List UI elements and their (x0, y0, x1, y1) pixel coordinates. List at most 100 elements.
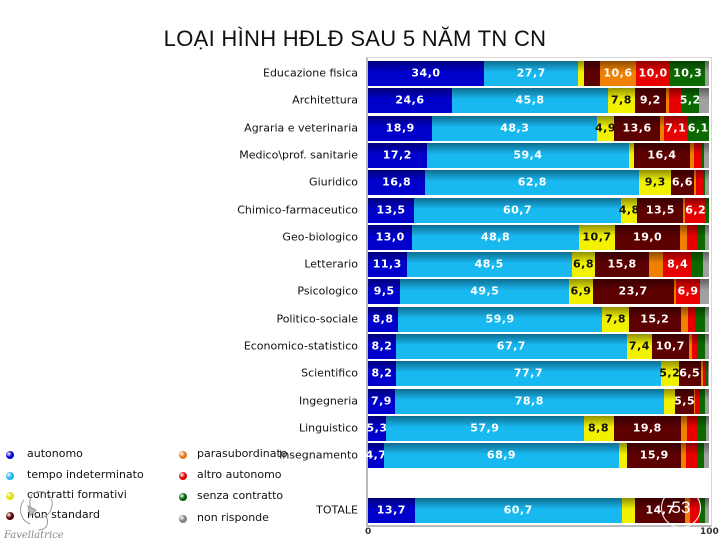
bar-segment-autonomo: 8,2 (368, 333, 396, 359)
bar-segment-tempo-indeterminato: 57,9 (386, 415, 584, 441)
bar-segment-contratti-formativi: 6,9 (569, 278, 593, 304)
bar-segment-parasubordinato (688, 333, 692, 359)
bar-segment-contratti-formativi (663, 388, 676, 414)
data-label: 5,2 (679, 93, 701, 107)
bar-segment-autonomo: 13,7 (368, 497, 415, 523)
bar-segment-parasubordinato (700, 360, 703, 386)
bar-segment-autonomo: 17,2 (368, 142, 427, 168)
legend-label: non risponde (197, 511, 269, 524)
data-label: 11,3 (372, 257, 402, 271)
data-label: 18,9 (385, 121, 415, 135)
data-label: 8,2 (371, 366, 393, 380)
data-label: 8,8 (372, 312, 394, 326)
favellatrice-logo: Favellatrice (3, 491, 64, 540)
bar-segment-senza-contratto (706, 197, 709, 223)
legend-marker (6, 492, 14, 500)
bar-segment-tempo-indeterminato: 59,9 (398, 306, 603, 332)
data-label: 16,4 (647, 148, 677, 162)
bar-segment-tempo-indeterminato: 48,3 (432, 115, 598, 141)
bar-row: 34,0 27,7 10,6 10,0 10,3 (368, 60, 709, 86)
bar-row: 18,9 48,3 4,9 13,6 7,1 6,1 (368, 115, 709, 141)
bar-row: 8,2 77,7 5,2 6,5 (368, 360, 709, 386)
bar-segment-parasubordinato (681, 442, 687, 468)
data-label: 6,8 (573, 257, 594, 271)
data-label: 23,7 (618, 284, 648, 298)
legend-label: non standard (27, 508, 100, 521)
category-label: Economico-statistico (243, 339, 358, 353)
bar-segment-contratti-formativi: 4,9 (594, 115, 616, 141)
bar-segment-tempo-indeterminato: 62,8 (425, 169, 640, 195)
data-label: 10,3 (673, 66, 703, 80)
data-label: 59,9 (485, 312, 515, 326)
data-label: 8,2 (371, 339, 393, 353)
data-label: 6,6 (671, 175, 693, 189)
bar-segment-altro-autonomo (695, 388, 701, 414)
bar-segment-non-standard: 15,9 (627, 442, 682, 468)
data-label: 4,9 (594, 121, 616, 135)
bar-segment-tempo-indeterminato: 59,4 (426, 142, 630, 168)
bar-segment-autonomo: 8,8 (368, 306, 398, 332)
bar-segment-parasubordinato (681, 415, 688, 441)
category-label: Ingegneria (298, 394, 358, 408)
data-label: 27,7 (516, 66, 546, 80)
bar-row: 4,7 68,9 15,9 (365, 442, 709, 468)
data-label: 4,7 (365, 448, 387, 462)
data-label: 13,7 (376, 503, 406, 517)
data-label: 7,8 (605, 312, 627, 326)
data-label: 17,2 (382, 148, 412, 162)
category-label: Psicologico (297, 284, 358, 298)
bar-segment-autonomo: 16,8 (368, 169, 426, 195)
bar-segment-contratti-formativi: 5,2 (659, 360, 680, 386)
bar-segment-contratti-formativi: 7,8 (608, 87, 635, 113)
bar-segment-parasubordinato (693, 169, 696, 195)
data-label: 78,8 (514, 394, 544, 408)
bar-segment-contratti-formativi: 7,4 (626, 333, 653, 359)
bar-segment-contratti-formativi: 7,8 (602, 306, 629, 332)
bar-segment-senza-contratto (691, 251, 703, 277)
bar-segment-autonomo: 13,5 (368, 197, 415, 223)
data-label: 9,3 (644, 175, 666, 189)
bar-segment-parasubordinato (689, 142, 694, 168)
category-label: Architettura (292, 93, 358, 107)
data-label: 6,9 (677, 284, 699, 298)
bar-segment-non-standard: 23,7 (592, 278, 674, 304)
bar-segment-altro-autonomo: 10,0 (636, 60, 671, 86)
category-label: Educazione fisica (263, 66, 358, 80)
bar-segment-parasubordinato (666, 87, 669, 113)
svg-text:Favellatrice: Favellatrice (3, 530, 64, 540)
bar-segment-altro-autonomo (693, 142, 702, 168)
bar-segment-senza-contratto: 5,2 (679, 87, 701, 113)
bar-segment-tempo-indeterminato: 67,7 (395, 333, 627, 359)
bar-segment-autonomo: 9,5 (368, 278, 401, 304)
bar-segment-altro-autonomo (695, 169, 703, 195)
legend-label: autonomo (27, 447, 83, 460)
data-label: 48,5 (474, 257, 504, 271)
data-label: 8,8 (588, 421, 609, 435)
bar-segment-senza-contratto (695, 306, 706, 332)
bar-segment-tempo-indeterminato: 48,5 (406, 251, 572, 277)
legend-marker (6, 451, 14, 459)
data-label: 7,4 (628, 339, 650, 353)
bar-segment-parasubordinato (673, 278, 677, 304)
bar-segment-altro-autonomo (702, 360, 707, 386)
bar-segment-non-risponde (704, 442, 709, 468)
bar-segment-altro-autonomo (686, 224, 698, 250)
bar-segment-tempo-indeterminato: 60,7 (414, 497, 622, 523)
bar-segment-contratti-formativi (621, 497, 635, 523)
x-tick-0: 0 (365, 527, 372, 537)
bar-segment-senza-contratto (697, 333, 705, 359)
data-label: 6,1 (687, 121, 709, 135)
bar-row: 13,7 60,7 14,7 (368, 497, 709, 523)
bar-segment-non-risponde (703, 142, 709, 168)
bar-row: 7,9 78,8 5,5 (368, 388, 709, 414)
data-label: 6,9 (570, 284, 592, 298)
data-label: 45,8 (515, 93, 545, 107)
bar-segment-altro-autonomo (687, 306, 696, 332)
data-label: 48,3 (500, 121, 530, 135)
category-label: Agraria e veterinaria (244, 121, 358, 135)
data-label: 10,0 (638, 66, 668, 80)
bar-segment-autonomo: 24,6 (368, 87, 452, 113)
data-label: 15,9 (639, 448, 669, 462)
bar-segment-non-standard: 10,7 (652, 333, 689, 359)
bar-segment-parasubordinato (683, 197, 686, 223)
